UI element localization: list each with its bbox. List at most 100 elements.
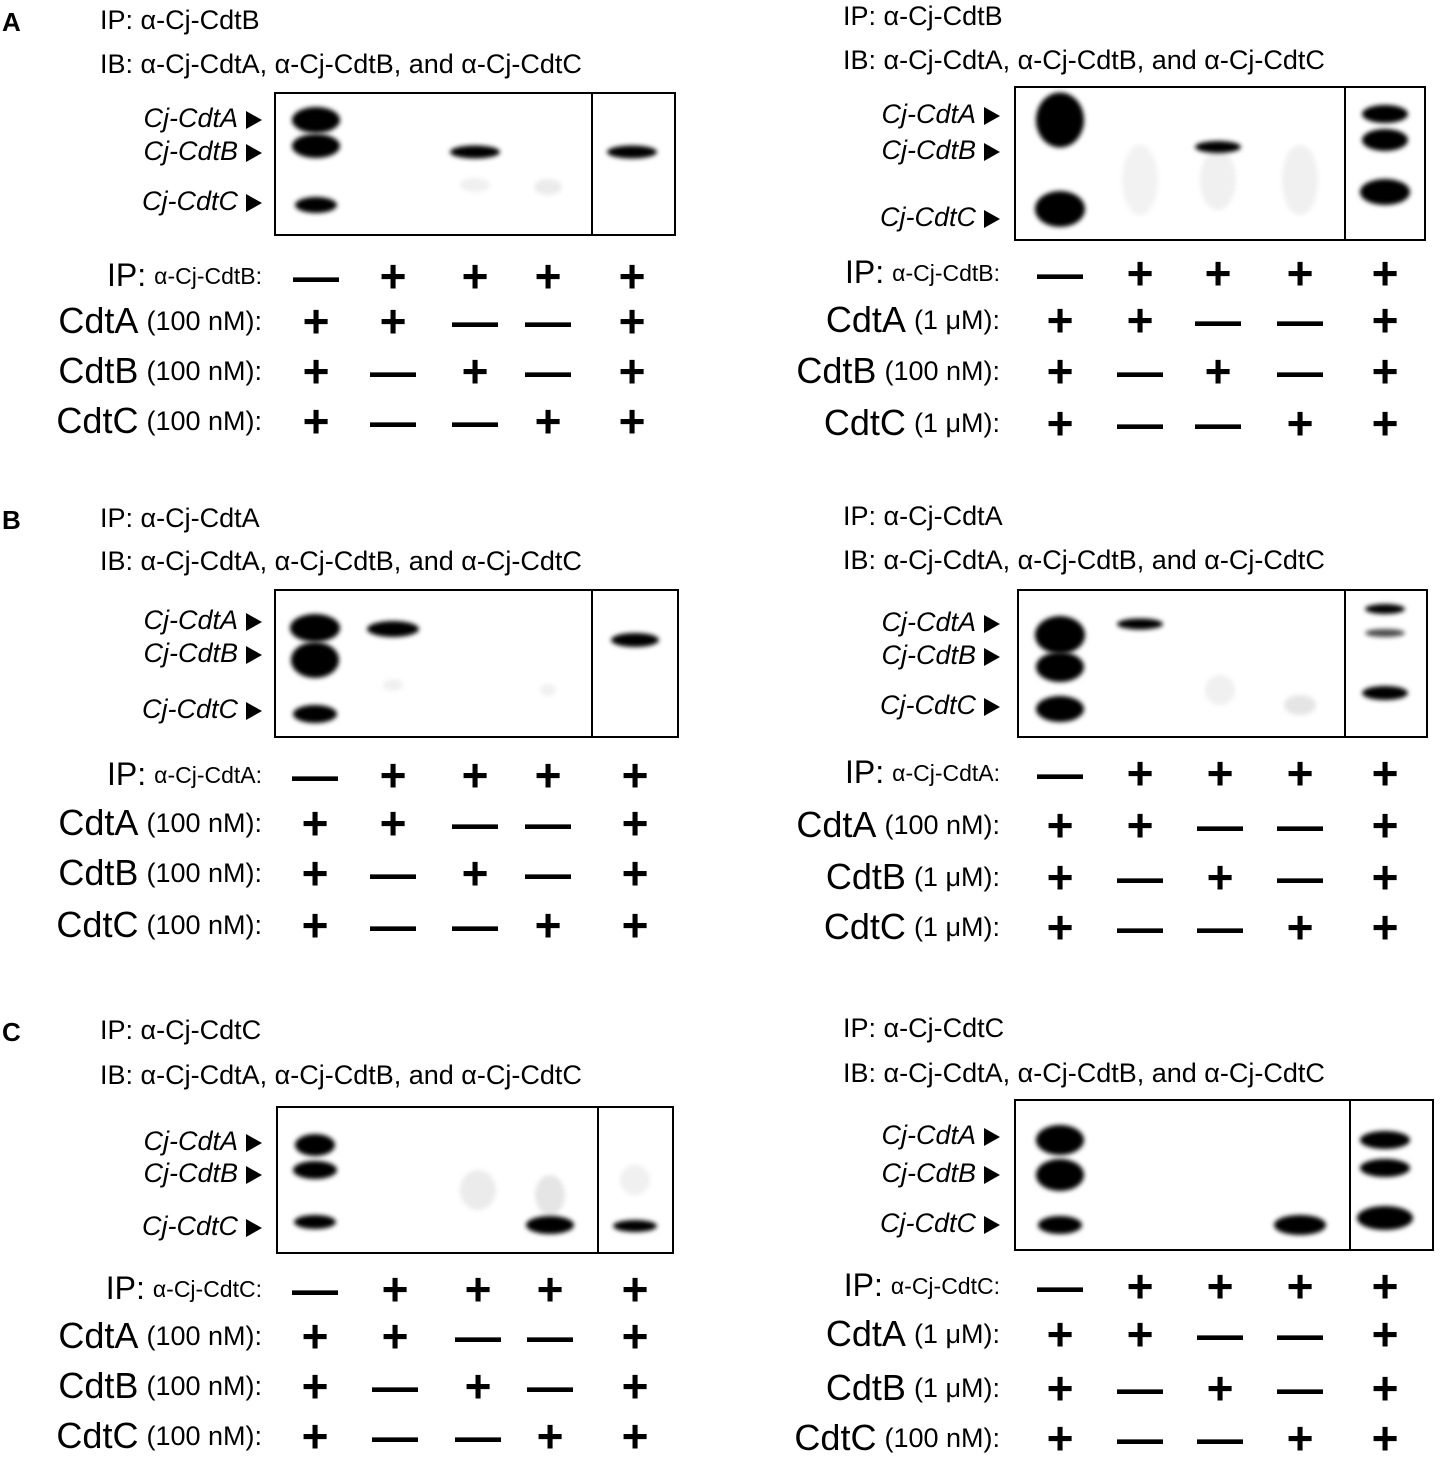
sign: +	[535, 250, 562, 302]
sign: +	[1287, 747, 1314, 799]
blot-band	[1362, 129, 1408, 151]
row-detail: (100 nM):	[146, 406, 262, 436]
sign: —	[292, 1263, 338, 1315]
row-label: CdtA (100 nM):	[58, 1315, 262, 1356]
row-name: IP:	[107, 756, 146, 792]
sign: +	[302, 1360, 329, 1412]
row-label: IP: α-Cj-CdtC:	[844, 1267, 1000, 1303]
sign: +	[1372, 747, 1399, 799]
row-name: CdtC	[794, 1417, 876, 1458]
band-label: Cj-CdtA	[881, 99, 976, 129]
row-detail: (1 μM):	[914, 862, 1000, 892]
band-arrow	[246, 613, 262, 631]
sign: +	[622, 847, 649, 899]
sign: —	[1197, 901, 1243, 953]
row-name: CdtA	[796, 804, 876, 845]
blot-band	[1195, 141, 1241, 153]
ib-line: IB: α-Cj-CdtA, α-Cj-CdtB, and α-Cj-CdtC	[100, 1060, 582, 1090]
blot-band	[293, 1161, 337, 1179]
sign: —	[1197, 1308, 1243, 1360]
sign: —	[370, 395, 416, 447]
row-label: IP: α-Cj-CdtA:	[845, 754, 1000, 790]
sign: +	[1372, 345, 1399, 397]
sign: —	[527, 1310, 573, 1362]
sign: +	[1047, 1412, 1074, 1464]
blot-band	[1035, 616, 1085, 654]
row-name: IP:	[845, 754, 884, 790]
sign: +	[619, 295, 646, 347]
sign: +	[465, 1360, 492, 1412]
sign: +	[462, 250, 489, 302]
blot-band	[367, 621, 419, 637]
sign: +	[380, 749, 407, 801]
sign: +	[1047, 901, 1074, 953]
sign: +	[537, 1410, 564, 1462]
sign: +	[1127, 247, 1154, 299]
ip-line: IP: α-Cj-CdtA	[100, 503, 260, 533]
row-name: IP:	[106, 1270, 145, 1306]
row-label: CdtB (100 nM):	[58, 350, 262, 391]
row-detail: (100 nM):	[146, 306, 262, 336]
row-detail: (100 nM):	[884, 356, 1000, 386]
band-arrow	[246, 111, 262, 129]
sign: +	[465, 1263, 492, 1315]
sign: +	[1127, 747, 1154, 799]
blot-band	[295, 197, 337, 213]
sign: +	[380, 295, 407, 347]
blot-band	[1036, 92, 1084, 148]
sign: —	[1277, 1308, 1323, 1360]
sign: +	[1372, 901, 1399, 953]
sign: +	[1127, 1308, 1154, 1360]
blot-band	[1365, 629, 1405, 637]
band-arrow	[984, 1216, 1000, 1234]
blot-band	[534, 179, 562, 195]
sign: —	[1197, 799, 1243, 851]
panel-letter: A	[2, 7, 21, 37]
row-name: CdtB	[58, 1365, 138, 1406]
sign: +	[1127, 1260, 1154, 1312]
sign: +	[1372, 1260, 1399, 1312]
ib-line: IB: α-Cj-CdtA, α-Cj-CdtB, and α-Cj-CdtC	[843, 545, 1325, 575]
band-label: Cj-CdtB	[881, 640, 976, 670]
sign: +	[302, 1310, 329, 1362]
row-label: CdtB (100 nM):	[58, 852, 262, 893]
blot-band	[293, 705, 337, 723]
sign: +	[462, 847, 489, 899]
row-name: CdtC	[824, 906, 906, 947]
sign: +	[302, 1410, 329, 1462]
blot-frame	[274, 92, 676, 236]
sign: +	[535, 395, 562, 447]
ib-line: IB: α-Cj-CdtA, α-Cj-CdtB, and α-Cj-CdtC	[843, 45, 1325, 75]
sign: +	[619, 395, 646, 447]
sign: +	[1372, 799, 1399, 851]
sign: +	[1287, 901, 1314, 953]
band-label: Cj-CdtC	[142, 694, 239, 724]
band-label: Cj-CdtC	[142, 186, 239, 216]
sign: +	[622, 1360, 649, 1412]
row-name: CdtC	[824, 402, 906, 443]
sign: +	[1047, 345, 1074, 397]
row-name: IP:	[845, 254, 884, 290]
blot-frame	[274, 589, 679, 738]
band-label: Cj-CdtB	[143, 638, 238, 668]
row-name: CdtB	[58, 852, 138, 893]
row-name: CdtB	[796, 350, 876, 391]
band-arrow	[246, 194, 262, 212]
sign: —	[527, 1360, 573, 1412]
band-label: Cj-CdtC	[880, 202, 977, 232]
sign: +	[1047, 1308, 1074, 1360]
row-detail: α-Cj-CdtA:	[892, 760, 1000, 786]
blot-band	[607, 145, 657, 159]
band-arrow	[984, 648, 1000, 666]
blot-band	[1360, 179, 1410, 205]
sign: +	[1372, 1308, 1399, 1360]
sign: —	[1277, 345, 1323, 397]
sign: —	[1195, 397, 1241, 449]
blot-band	[535, 1175, 565, 1215]
panel-letter: C	[2, 1017, 21, 1047]
row-detail: (100 nM):	[146, 808, 262, 838]
sign: +	[1287, 247, 1314, 299]
blot-band	[460, 1170, 496, 1210]
band-label: Cj-CdtB	[881, 135, 976, 165]
blot-band	[294, 1215, 336, 1229]
